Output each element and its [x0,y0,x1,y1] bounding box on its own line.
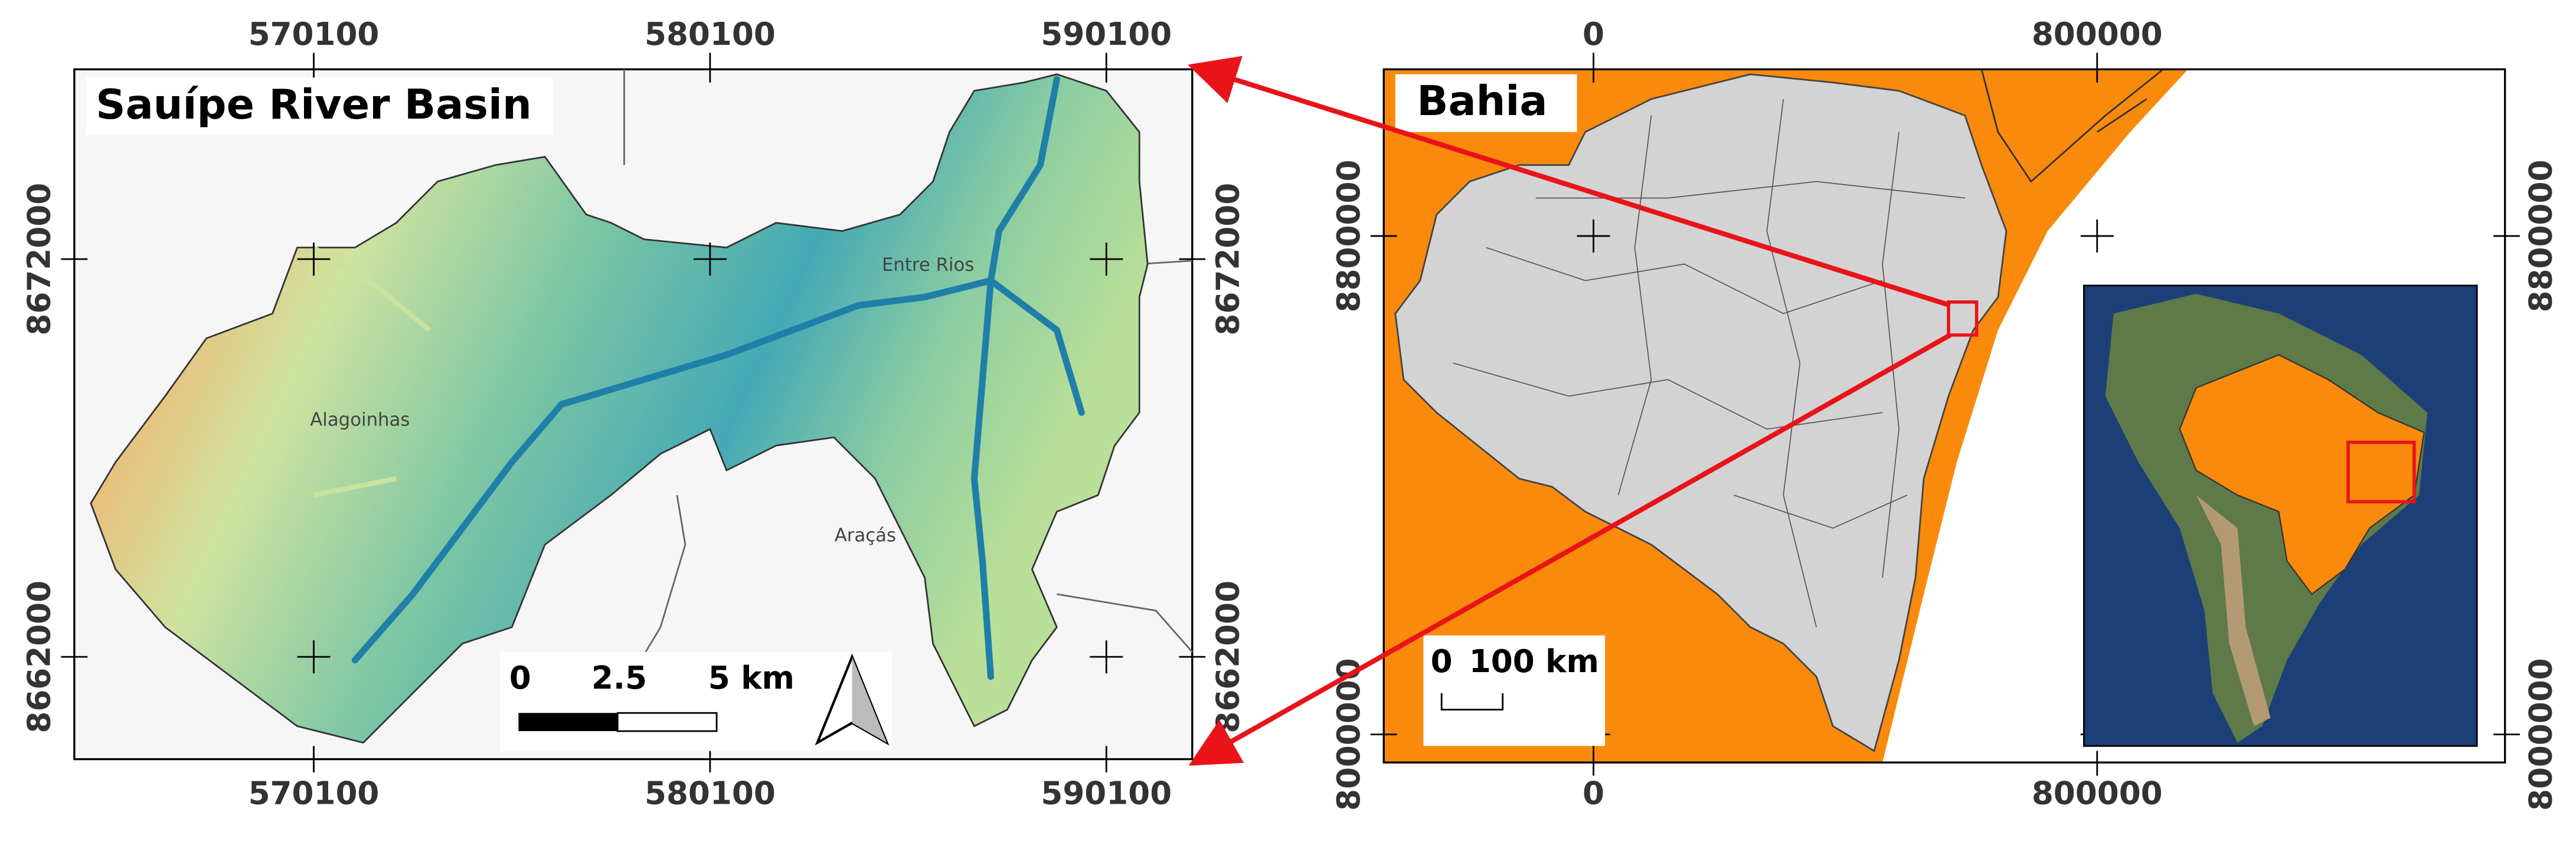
y-coord-label: 8672000 [21,183,58,336]
y-coord-label: 8672000 [1210,183,1247,336]
x-coord-label: 590100 [1041,775,1172,812]
place-label: Alagoinhas [310,410,410,431]
scale-label: 0 [1431,643,1453,680]
scale-label: 0 [509,660,531,696]
title-box [86,77,554,136]
x-coord-label: 800000 [2032,16,2163,53]
scale-bar [616,712,718,732]
y-coord-label: 8800000 [1331,160,1367,313]
scale-bar [1440,693,1504,711]
basin-highlight [1947,300,1979,337]
place-label: Araçás [835,525,896,546]
inset-map [2083,284,2478,747]
map-frame-border [1382,68,2506,764]
x-coord-label: 0 [1583,775,1604,812]
andes [2196,495,2271,726]
scale-bar [518,713,618,732]
x-coord-label: 590100 [1041,16,1172,53]
x-coord-label: 800000 [2032,775,2163,812]
x-coord-label: 0 [1583,16,1604,53]
x-coord-label: 570100 [249,775,380,812]
connector-arrow [1188,333,1951,766]
graticule-crosses [1370,53,2520,776]
y-coord-label: 8662000 [1210,581,1247,733]
left-map: Sauípe River Basin 570100 580100 590100 … [21,16,1247,812]
y-coord-label: 8000000 [2523,658,2559,811]
x-coord-label: 580100 [645,16,776,53]
y-coord-label: 8800000 [2523,160,2559,313]
scale-label: 5 km [708,660,795,696]
brazil [2179,354,2425,595]
connector-arrow [1188,55,1951,308]
road [585,69,1193,752]
x-coord-label: 580100 [645,775,776,812]
north-arrow [852,657,887,743]
river [351,76,1085,680]
title-box [1395,74,1577,132]
map-title: Bahia [1417,77,1547,125]
right-map: Bahia 0 800000 0 800000 8800000 8000000 … [1331,16,2559,812]
place-label: Entre Rios [882,254,974,276]
scale-label: 100 km [1469,643,1599,680]
municipal-borders [1453,99,1966,628]
inset-highlight [2346,440,2416,504]
state-border [1980,68,2164,183]
scale-label: 2.5 [591,660,647,696]
map-title: Sauípe River Basin [96,81,531,129]
x-coord-label: 570100 [249,16,380,53]
ridge [312,245,431,498]
basin [90,73,1149,744]
scale-box [1423,635,1606,746]
graticule-crosses [61,53,1206,772]
y-coord-label: 8662000 [21,581,58,733]
bahia [1394,73,2008,752]
